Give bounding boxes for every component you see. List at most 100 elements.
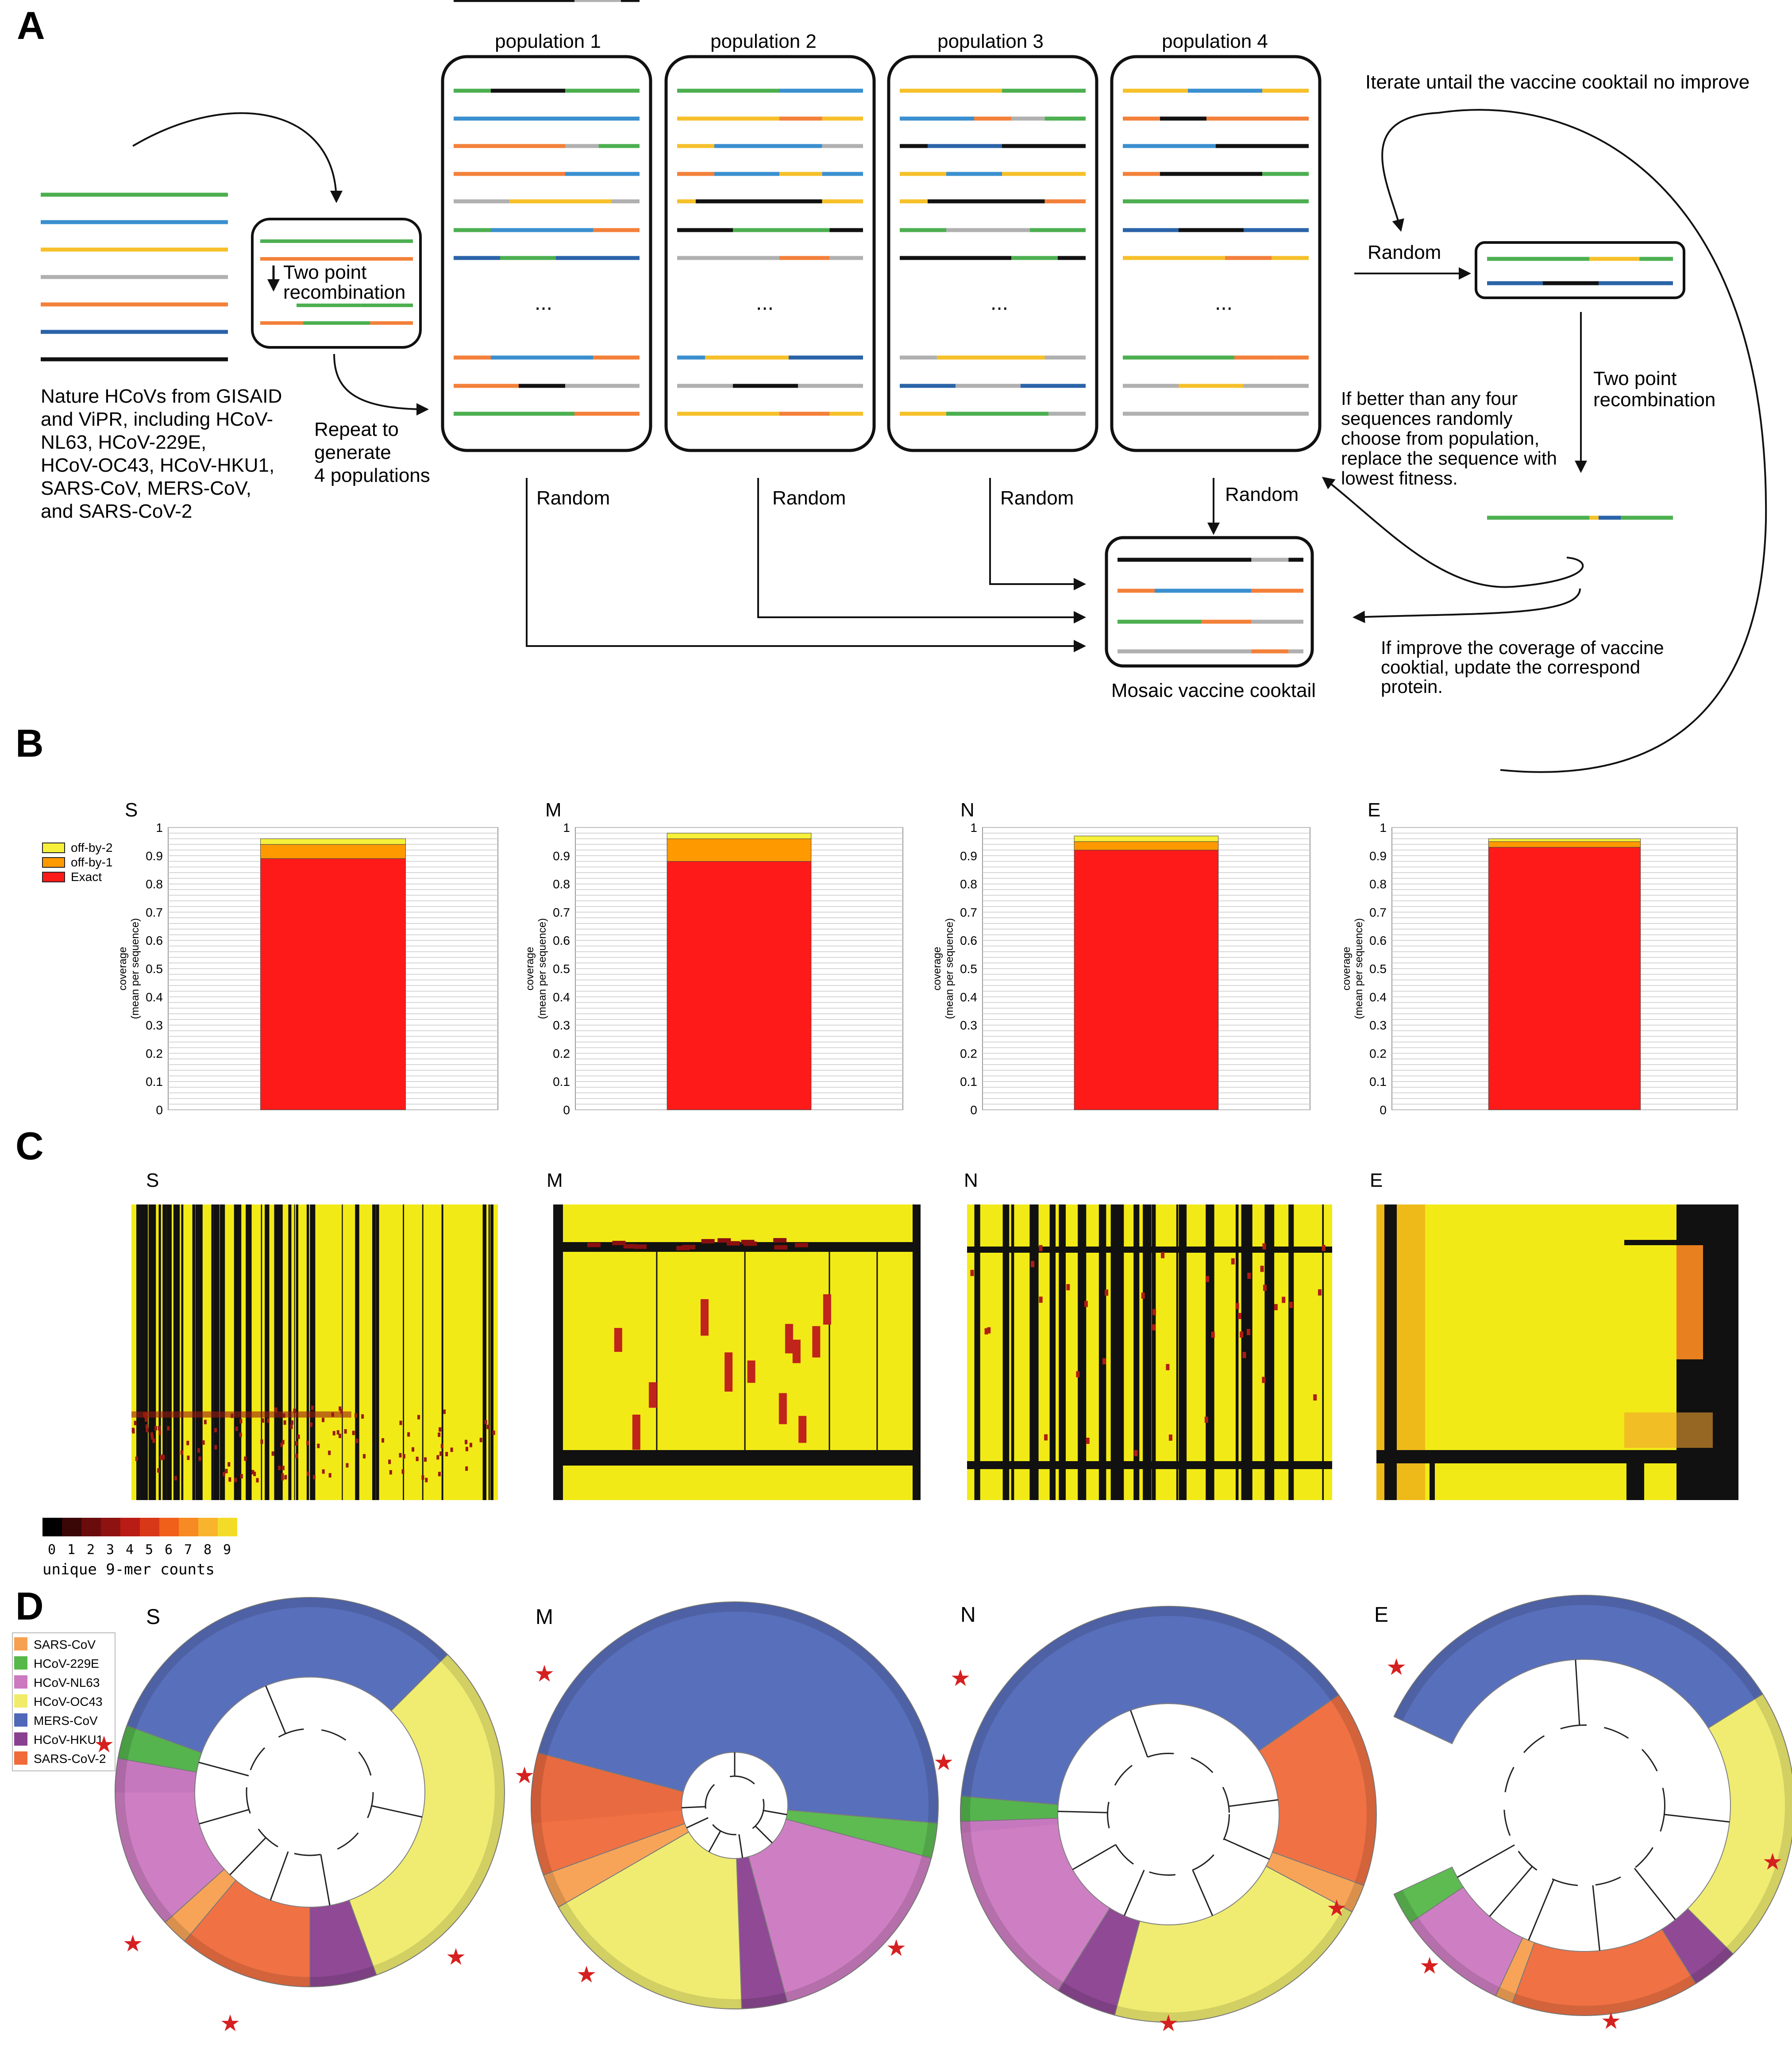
heatmap-stripe xyxy=(1235,1204,1239,1500)
heatmap-stripe xyxy=(274,1204,277,1500)
heatmap-stripe xyxy=(422,1204,424,1500)
tree-branch xyxy=(320,1854,331,1906)
tree-root-ring xyxy=(246,1728,374,1856)
improve-text-line: If improve the coverage of vaccine xyxy=(1381,637,1664,658)
scale-swatch xyxy=(42,1518,62,1536)
heatmap-stripe xyxy=(1176,1204,1178,1500)
tree-clade-rim xyxy=(1512,1975,1696,2016)
heatmap-cell xyxy=(411,1447,414,1452)
y-tick-label: 0.6 xyxy=(146,934,163,947)
panel-label-b: B xyxy=(15,721,44,765)
heatmap-cell xyxy=(465,1439,468,1444)
heatmap-cell xyxy=(280,1443,283,1447)
heatmap-cell xyxy=(987,1327,991,1334)
y-tick-label: 0.3 xyxy=(553,1019,570,1032)
source-text-line: SARS-CoV, MERS-CoV, xyxy=(41,477,251,499)
heatmap-cell xyxy=(295,1441,298,1446)
heatmap-cell xyxy=(402,1454,405,1459)
heatmap-stripe xyxy=(181,1204,184,1500)
heatmap-cell xyxy=(1322,1245,1326,1251)
heatmap-cell xyxy=(311,1405,314,1410)
tree-clade-rim xyxy=(531,1752,553,1875)
heatmap-stripe xyxy=(1115,1204,1124,1500)
arrow-to-recombination xyxy=(132,112,343,203)
heatmap-cell xyxy=(306,1471,309,1476)
heatmap-cell xyxy=(1204,1416,1208,1423)
tree-branch xyxy=(1575,1659,1580,1725)
population-4-title: population 4 xyxy=(1162,31,1268,52)
y-tick-label: 0.8 xyxy=(960,877,977,891)
star-icon: ★ xyxy=(220,2010,241,2037)
heatmap-stripe xyxy=(1078,1204,1087,1500)
heatmap-cell xyxy=(293,1408,296,1413)
scale-number: 3 xyxy=(106,1542,114,1558)
heatmap-stripe xyxy=(1029,1204,1039,1500)
y-tick-label: 0.7 xyxy=(553,905,570,919)
source-text: Nature HCoVs from GISAID and ViPR, inclu… xyxy=(41,385,288,522)
heatmap-stripe xyxy=(1098,1204,1106,1500)
tree-clade-green xyxy=(117,1725,202,1773)
child-branch-arrow-back xyxy=(1322,477,1584,588)
heatmap-cell xyxy=(284,1475,287,1480)
y-axis-label-line: (mean per sequence) xyxy=(536,918,548,1019)
tree-clade-yellow xyxy=(348,1654,505,1976)
mosaic-box xyxy=(1105,536,1314,668)
better-text-line: replace the sequence with xyxy=(1341,448,1557,469)
outer-loop-curve xyxy=(1438,109,1767,773)
tree-legend: SARS-CoV HCoV-229E HCoV-NL63 HCoV-OC43 MERS-… xyxy=(12,1632,116,1771)
heatmap-cell xyxy=(778,1393,787,1424)
heatmap-cell xyxy=(632,1414,640,1450)
source-text-line: NL63, HCoV-229E, xyxy=(41,431,206,453)
heatmap-cell xyxy=(425,1478,428,1482)
tree-legend-swatch xyxy=(14,1637,27,1651)
heatmap-cell xyxy=(773,1238,787,1243)
heatmap-cell xyxy=(202,1440,205,1445)
star-icon: ★ xyxy=(514,1762,535,1789)
heatmap-cell xyxy=(144,1417,147,1422)
heatmap-stripe xyxy=(162,1204,167,1500)
y-tick-label: 0.7 xyxy=(146,905,163,919)
heatmap-cell xyxy=(186,1441,189,1446)
heatmap-stripe xyxy=(158,1204,161,1500)
tree-clade-rim xyxy=(165,1916,191,1942)
heatmap-cell xyxy=(450,1447,453,1452)
heatmap-cell xyxy=(174,1476,177,1481)
heatmap-title: E xyxy=(1370,1170,1383,1191)
heatmap-cell xyxy=(1039,1297,1043,1303)
heatmap-cell xyxy=(239,1419,243,1424)
recombination-label-line: recombination xyxy=(283,281,405,303)
improve-text: If improve the coverage of vaccine cookt… xyxy=(1381,637,1669,697)
bar-off-by-1 xyxy=(1488,841,1641,848)
star-icon: ★ xyxy=(94,1731,115,1758)
heatmap-cell xyxy=(1152,1324,1156,1331)
y-tick-label: 0.7 xyxy=(960,905,977,919)
heatmap-stripe xyxy=(223,1204,225,1500)
y-tick-label: 0.2 xyxy=(553,1047,570,1060)
tree-clade-blue xyxy=(960,1606,1340,1833)
heatmap-cell xyxy=(717,1238,731,1243)
heatmap-cell xyxy=(823,1294,831,1325)
y-tick-label: 0.9 xyxy=(1369,849,1387,863)
scale-number: 4 xyxy=(126,1542,134,1558)
better-text-line: lowest fitness. xyxy=(1341,468,1458,489)
tree-root-ring xyxy=(1107,1753,1230,1876)
heatmap-cell xyxy=(1211,1331,1215,1338)
y-tick-label: 0.4 xyxy=(146,990,163,1004)
scale-swatch xyxy=(101,1518,120,1536)
y-tick-label: 0.3 xyxy=(146,1019,163,1032)
tree-branch xyxy=(1224,1838,1270,1860)
heatmap-cell xyxy=(1231,1258,1235,1265)
heatmap-cell xyxy=(1044,1434,1048,1441)
tree-branch xyxy=(1457,1844,1515,1878)
heatmap-cell xyxy=(146,1428,149,1432)
tree-clade-rim xyxy=(373,1654,505,1975)
heatmap-band xyxy=(967,1461,1332,1469)
heatmap-stripe xyxy=(306,1204,309,1500)
tree-branch xyxy=(199,1808,249,1825)
heatmap-cell xyxy=(438,1432,441,1437)
tree-clade-rim xyxy=(741,1993,788,2009)
tree-clade-rim xyxy=(1394,1890,1418,1923)
heatmap-cell xyxy=(648,1382,657,1408)
heatmap-cell xyxy=(322,1417,325,1422)
